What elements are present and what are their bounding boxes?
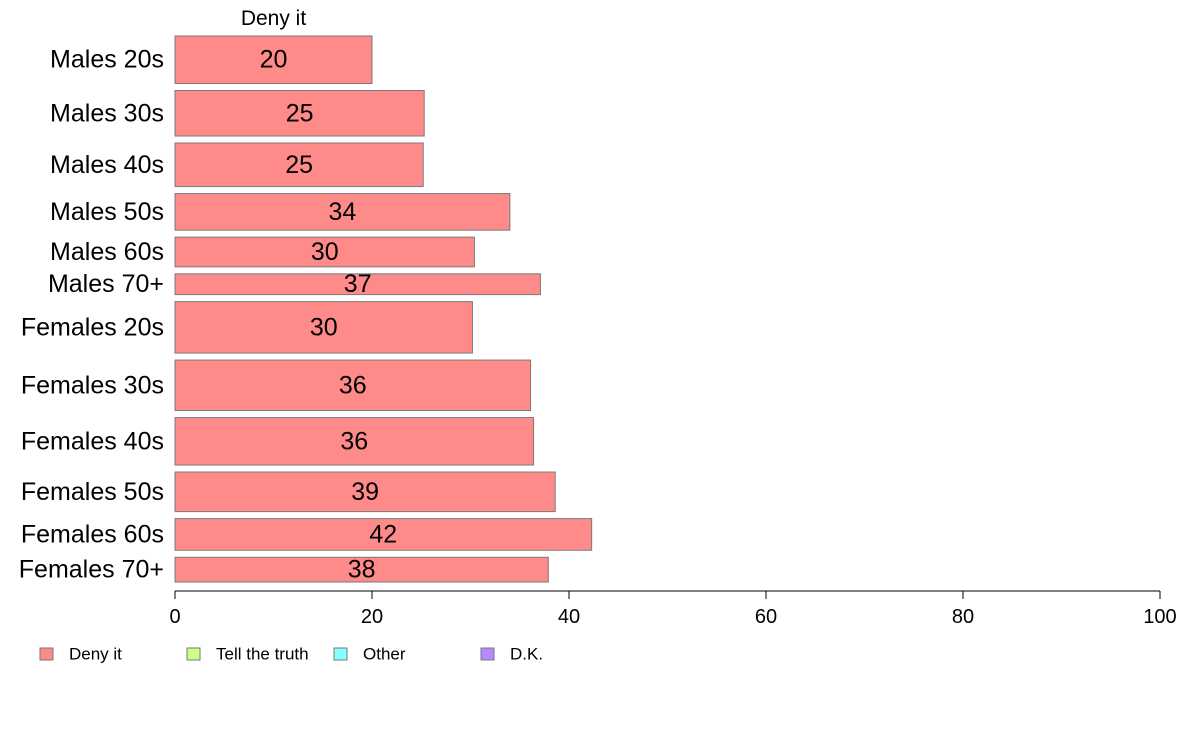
bar-deny-it [174,35,373,84]
bar-deny-it [174,142,424,188]
category-label: Females 40s [21,427,164,455]
bar-deny-it [174,89,425,137]
data-label: 25 [286,99,314,127]
bar-deny-it [174,518,593,551]
data-label: 25 [285,151,313,179]
data-label: 38 [348,556,376,584]
bar-deny-it [174,193,511,231]
data-label: 37 [344,270,372,298]
data-label: 30 [310,313,338,341]
x-tick-label: 40 [558,606,580,628]
category-label: Females 70+ [19,556,164,584]
x-tick-label: 20 [361,606,383,628]
bar-deny-it [174,556,549,583]
legend-swatch [186,647,201,661]
data-label: 20 [260,46,288,74]
labels-layer: Deny it Males 20s 20 Males 30s 25 Males 40s 25… [19,7,397,584]
category-label: Males 50s [50,198,164,226]
column-title: Deny it [241,7,307,30]
legend-swatch [480,647,495,661]
x-tick-label: 80 [952,606,974,628]
legend-label: Tell the truth [216,645,309,664]
data-label: 36 [339,371,367,399]
category-label: Males 60s [50,238,164,266]
legend-label: Other [363,645,406,664]
data-label: 39 [351,478,379,506]
data-label: 34 [329,198,357,226]
bar-deny-it [174,273,541,296]
data-label: 42 [369,520,397,548]
legend: Deny it Tell the truth Other D.K. [39,645,543,664]
legend-swatch [39,647,54,661]
legend-label: Deny it [69,645,122,664]
bar-deny-it [174,236,475,268]
legend-swatch [333,647,348,661]
x-tick-label: 100 [1143,606,1176,628]
category-label: Females 30s [21,371,164,399]
category-label: Females 50s [21,478,164,506]
data-label: 30 [311,238,339,266]
bar-deny-it [174,471,556,513]
category-label: Males 70+ [48,270,164,298]
legend-label: D.K. [510,645,543,664]
bar-deny-it [174,417,535,466]
category-label: Females 60s [21,520,164,548]
data-label: 36 [340,427,368,455]
x-tick-label: 60 [755,606,777,628]
bar-deny-it [174,301,473,354]
x-axis: 0 20 40 60 80 100 [169,590,1177,628]
category-label: Males 20s [50,46,164,74]
category-label: Females 20s [21,313,164,341]
category-label: Males 40s [50,151,164,179]
bars-layer [174,35,593,583]
x-tick-label: 0 [169,606,180,628]
bar-deny-it [174,359,532,412]
category-label: Males 30s [50,99,164,127]
